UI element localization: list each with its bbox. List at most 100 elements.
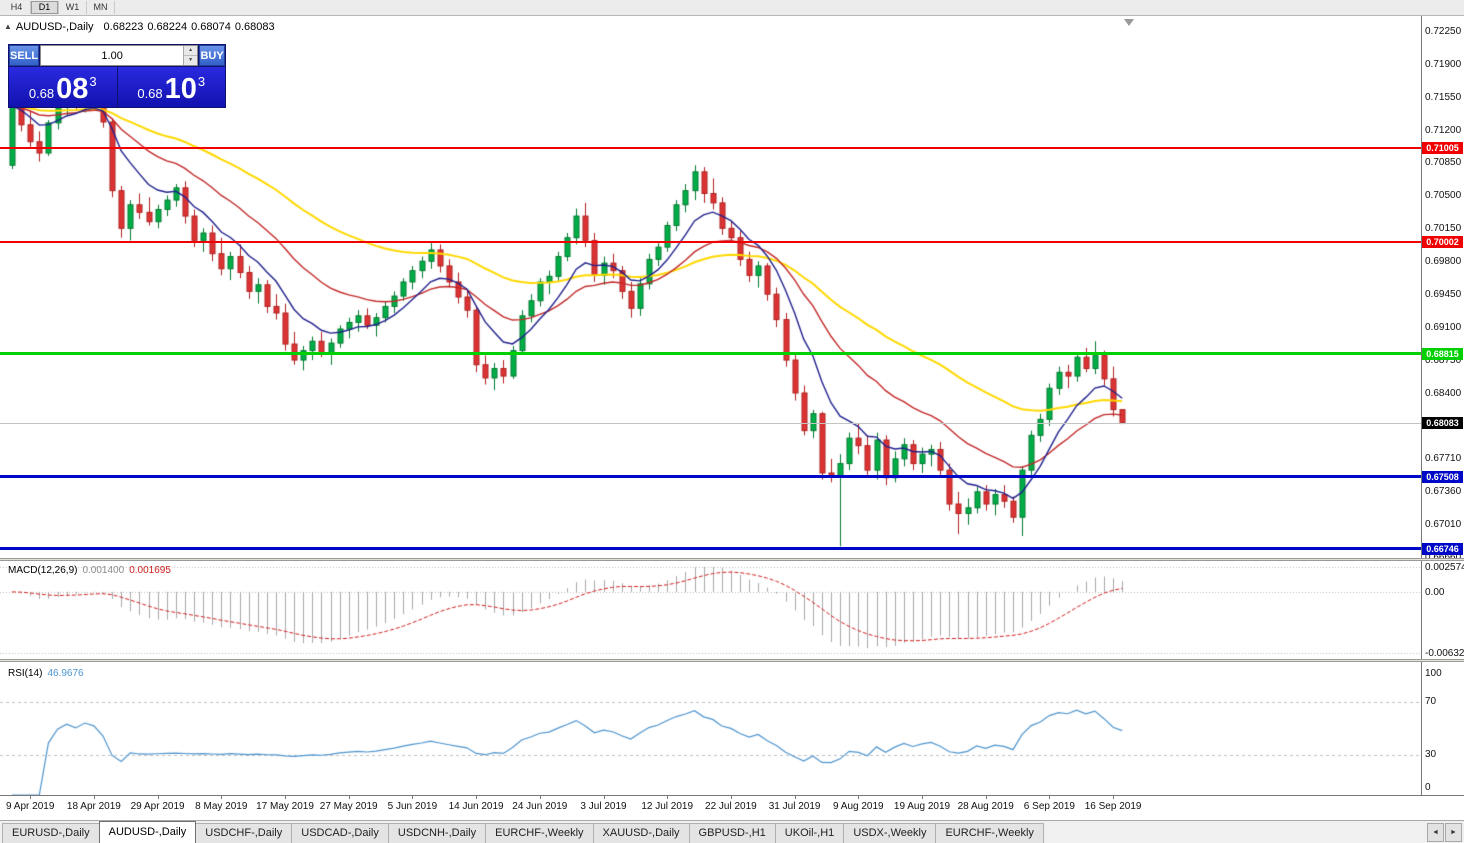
volume-increase-icon[interactable]: ▲ [184, 46, 198, 56]
time-axis-tick [922, 796, 923, 799]
chart-tab-audusd-daily[interactable]: AUDUSD-,Daily [98, 821, 197, 843]
chart-tab-usdcad-daily[interactable]: USDCAD-,Daily [291, 823, 389, 843]
time-axis-label: 9 Aug 2019 [832, 801, 884, 812]
price-axis-label: 0.67710 [1425, 452, 1462, 464]
time-axis-label: 3 Jul 2019 [580, 801, 627, 812]
rsi-axis-label: 0 [1425, 782, 1431, 793]
time-axis-label: 19 Aug 2019 [893, 801, 951, 812]
chart-tab-ukoil-h1[interactable]: UKOil-,H1 [774, 823, 845, 843]
macd-main-value: 0.001400 [82, 565, 125, 576]
time-axis-label: 22 Jul 2019 [705, 801, 757, 812]
chart-tab-eurusd-daily[interactable]: EURUSD-,Daily [2, 823, 100, 843]
ohlc-low: 0.68074 [191, 21, 231, 33]
chart-tab-gbpusd-h1[interactable]: GBPUSD-,H1 [688, 823, 776, 843]
macd-panel-splitter[interactable] [0, 558, 1464, 561]
price-axis-label: 0.68400 [1425, 387, 1462, 399]
sell-button[interactable]: SELL [9, 45, 40, 66]
rsi-value: 46.9676 [47, 668, 84, 679]
time-axis-label: 28 Aug 2019 [957, 801, 1014, 812]
time-axis-label: 18 Apr 2019 [66, 801, 121, 812]
horizontal-level-line-0.68815[interactable] [0, 352, 1421, 356]
rsi-panel-canvas[interactable] [0, 662, 1421, 795]
timeframe-toolbar: H4 D1 W1 MN [0, 0, 1464, 16]
time-axis-tick [539, 796, 541, 799]
horizontal-level-line-0.66746[interactable] [0, 547, 1421, 551]
chart-tab-eurchf-weekly[interactable]: EURCHF-,Weekly [935, 823, 1044, 843]
horizontal-level-line-0.71005[interactable] [0, 146, 1421, 149]
price-axis-label: 0.72250 [1425, 25, 1462, 37]
timeframe-button-d1[interactable]: D1 [31, 1, 59, 14]
horizontal-level-line-0.70002[interactable] [0, 241, 1421, 244]
time-axis-tick [412, 796, 414, 799]
ask-price-box[interactable]: 0.68 10 3 [117, 67, 225, 107]
macd-signal-value: 0.001695 [129, 565, 171, 576]
time-axis-tick [285, 796, 286, 799]
time-axis-tick [603, 796, 605, 799]
price-axis-label: 0.70150 [1425, 223, 1462, 235]
trade-panel-collapse-icon[interactable]: ▲ [4, 22, 12, 31]
price-badge-0.67508: 0.67508 [1422, 470, 1463, 483]
time-axis-tick [476, 796, 478, 799]
price-axis-label: 0.66660 [1425, 552, 1461, 563]
time-axis-label: 27 May 2019 [319, 801, 378, 812]
current-price-line[interactable] [0, 422, 1421, 424]
ask-pipette: 3 [197, 74, 206, 89]
time-axis-label: 12 Jul 2019 [641, 801, 694, 812]
timeframe-button-h4[interactable]: H4 [3, 1, 31, 14]
volume-spinner: ▲ ▼ [183, 46, 198, 65]
volume-input[interactable] [41, 46, 184, 65]
timeframe-button-mn[interactable]: MN [87, 1, 115, 14]
macd-panel-canvas[interactable] [0, 561, 1421, 659]
time-axis-tick [221, 796, 223, 799]
volume-decrease-icon[interactable]: ▼ [184, 56, 198, 65]
price-axis-label: 0.69100 [1425, 322, 1462, 334]
time-axis-tick [858, 796, 860, 799]
chart-tab-usdx-weekly[interactable]: USDX-,Weekly [843, 823, 937, 843]
chart-tab-usdcnh-daily[interactable]: USDCNH-,Daily [387, 823, 487, 843]
volume-field: ▲ ▼ [40, 45, 199, 66]
bid-price-box[interactable]: 0.68 08 3 [9, 67, 117, 107]
timeframe-button-w1[interactable]: W1 [59, 1, 87, 14]
chart-shift-icon[interactable] [1124, 19, 1134, 26]
time-axis-label: 29 Apr 2019 [130, 801, 185, 812]
buy-button[interactable]: BUY [199, 45, 225, 66]
time-axis-tick [348, 796, 350, 799]
time-axis-label: 6 Sep 2019 [1023, 801, 1075, 812]
time-axis-label: 16 Sep 2019 [1084, 801, 1142, 812]
price-axis-label: 0.68750 [1425, 355, 1462, 367]
chart-symbol-label: AUDUSD-,Daily [15, 21, 94, 33]
price-axis-label: 0.71550 [1425, 91, 1462, 103]
price-badge-0.68083: 0.68083 [1422, 416, 1463, 429]
rsi-panel-splitter[interactable] [0, 659, 1464, 662]
chart-tab-strip: EURUSD-,Daily AUDUSD-,Daily USDCHF-,Daily U… [2, 821, 1044, 843]
ohlc-close: 0.68083 [234, 21, 275, 33]
rsi-axis-label: 70 [1425, 695, 1437, 707]
bid-big-figure: 0.68 [28, 86, 55, 101]
time-axis-tick [1113, 796, 1115, 799]
tabs-scroll-left-icon[interactable]: ◄ [1427, 822, 1444, 842]
chart-tab-eurchf-weekly[interactable]: EURCHF-,Weekly [485, 823, 594, 843]
bid-pips: 08 [56, 73, 89, 105]
time-axis-label: 8 May 2019 [195, 801, 248, 812]
rsi-indicator-label: RSI(14) 46.9676 [8, 668, 84, 679]
tabs-scroll-right-icon[interactable]: ► [1445, 822, 1462, 842]
bid-pipette: 3 [89, 74, 97, 89]
chart-tab-usdchf-daily[interactable]: USDCHF-,Daily [195, 823, 293, 843]
time-axis-label: 17 May 2019 [256, 801, 314, 812]
price-badge-0.66746: 0.66746 [1422, 542, 1463, 555]
macd-axis-label: -0.006326 [1425, 648, 1464, 659]
price-axis-label: 0.69450 [1425, 289, 1462, 301]
main-chart-canvas[interactable] [0, 16, 1421, 558]
ohlc-high: 0.68224 [147, 21, 188, 33]
rsi-axis-label: 100 [1425, 668, 1442, 679]
time-axis-tick [1049, 796, 1051, 799]
time-axis-tick [157, 796, 159, 799]
horizontal-level-line-0.67508[interactable] [0, 475, 1421, 479]
time-axis[interactable]: 9 Apr 2019 18 Apr 2019 29 Apr 2019 8 May 20… [0, 795, 1464, 818]
macd-name: MACD(12,26,9) [8, 565, 78, 576]
time-axis-tick [794, 796, 796, 799]
chart-tab-xauusd-daily[interactable]: XAUUSD-,Daily [592, 823, 690, 843]
price-axis-label: 0.70500 [1425, 190, 1462, 202]
price-axis-label: 0.69800 [1425, 256, 1462, 268]
